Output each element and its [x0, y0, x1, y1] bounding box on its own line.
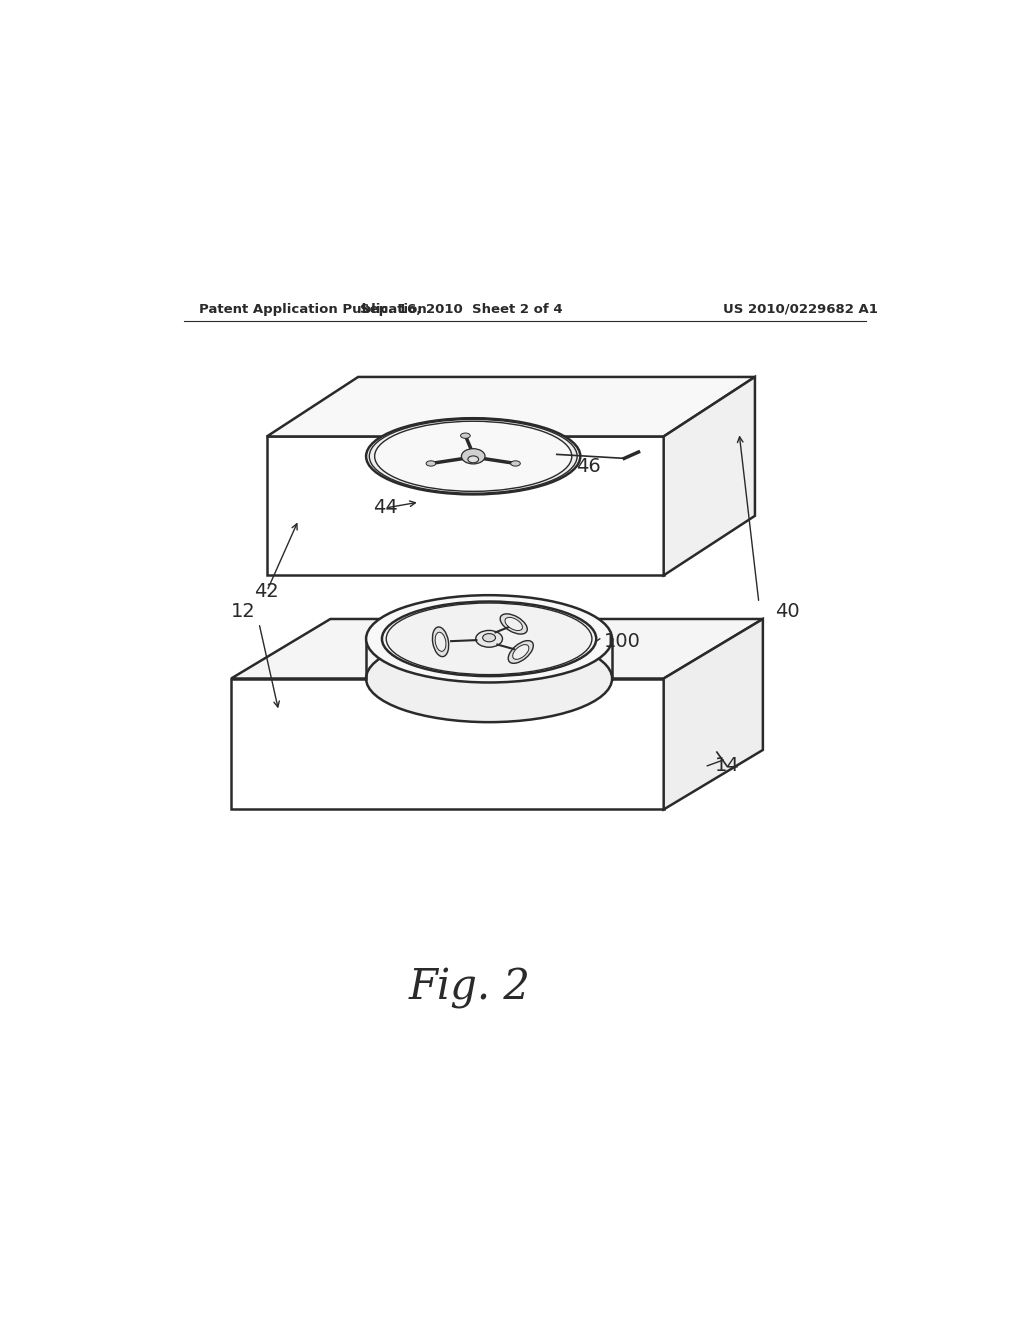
Ellipse shape: [435, 632, 446, 651]
Ellipse shape: [511, 461, 520, 466]
Ellipse shape: [513, 644, 528, 660]
Ellipse shape: [468, 455, 478, 463]
Ellipse shape: [432, 627, 449, 656]
Polygon shape: [664, 619, 763, 809]
Ellipse shape: [500, 614, 527, 634]
Text: 44: 44: [374, 499, 398, 517]
Ellipse shape: [382, 602, 596, 676]
Ellipse shape: [426, 461, 436, 466]
Text: Fig. 2: Fig. 2: [409, 968, 530, 1008]
Ellipse shape: [505, 618, 522, 631]
Text: 14: 14: [715, 756, 740, 775]
Text: 40: 40: [775, 602, 800, 620]
Text: Patent Application Publication: Patent Application Publication: [200, 304, 427, 315]
Ellipse shape: [366, 418, 581, 495]
Ellipse shape: [370, 420, 578, 494]
Ellipse shape: [508, 640, 534, 664]
Text: Sep. 16, 2010  Sheet 2 of 4: Sep. 16, 2010 Sheet 2 of 4: [360, 304, 562, 315]
Text: 100: 100: [604, 632, 641, 651]
Text: 42: 42: [255, 582, 280, 601]
Ellipse shape: [482, 634, 496, 642]
Ellipse shape: [367, 635, 612, 722]
Text: 12: 12: [230, 602, 255, 620]
Ellipse shape: [476, 631, 503, 647]
Polygon shape: [231, 678, 664, 809]
Ellipse shape: [367, 595, 612, 682]
Polygon shape: [267, 378, 755, 437]
Polygon shape: [664, 378, 755, 576]
Ellipse shape: [461, 433, 470, 438]
Ellipse shape: [375, 421, 571, 491]
Ellipse shape: [386, 603, 592, 675]
Text: US 2010/0229682 A1: US 2010/0229682 A1: [723, 304, 878, 315]
Text: 46: 46: [577, 457, 601, 477]
Ellipse shape: [462, 449, 485, 463]
Polygon shape: [267, 437, 664, 576]
Polygon shape: [231, 619, 763, 678]
